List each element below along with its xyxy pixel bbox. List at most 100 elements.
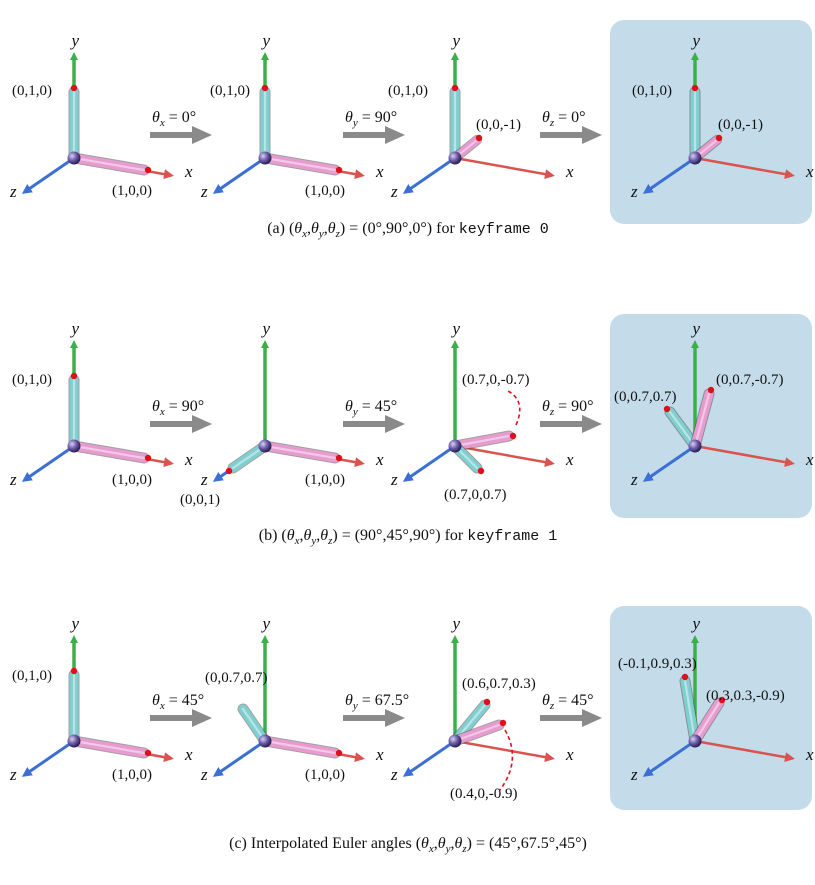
operation-arrow <box>343 709 405 727</box>
origin-ball <box>688 734 702 748</box>
x-axis <box>694 156 795 180</box>
point-marker <box>451 84 459 92</box>
y-axis-label: y <box>69 614 79 633</box>
x-axis <box>454 739 555 763</box>
axis-frame <box>212 52 365 194</box>
y-axis-label: y <box>450 614 460 633</box>
cylinder-x <box>68 152 150 176</box>
z-axis <box>642 156 696 194</box>
y-axis-label: y <box>690 319 700 338</box>
point-marker <box>261 84 269 92</box>
coordinate-label: (1,0,0) <box>112 472 152 488</box>
coordinate-label: (0,1,0) <box>632 83 672 99</box>
axis-frame <box>212 635 365 777</box>
row-caption: (b) (θx,θy,θz) = (90°,45°,90°) for keyfr… <box>259 527 558 547</box>
coordinate-label: (1,0,0) <box>305 183 345 199</box>
origin-ball <box>67 734 81 748</box>
z-axis-label: z <box>200 470 208 489</box>
coordinate-label: (1,0,0) <box>112 767 152 783</box>
x-axis <box>694 739 795 763</box>
x-axis-label: x <box>184 745 193 764</box>
y-axis-label: y <box>69 31 79 50</box>
origin-ball <box>448 151 462 165</box>
cylinder-a <box>449 430 515 452</box>
z-axis-label: z <box>390 182 398 201</box>
point-marker <box>70 372 78 380</box>
x-axis-label: x <box>184 162 193 181</box>
point-marker <box>509 432 517 440</box>
z-axis <box>21 739 75 777</box>
coordinate-label: (0.7,0,-0.7) <box>462 372 530 388</box>
x-axis-label: x <box>805 450 814 469</box>
z-axis-label: z <box>390 470 398 489</box>
point-marker <box>144 454 152 462</box>
origin-ball <box>688 439 702 453</box>
rotation-angle-label: θz = 45° <box>542 692 594 712</box>
y-axis-label: y <box>260 614 270 633</box>
y-axis-label: y <box>690 31 700 50</box>
operation-arrow <box>343 415 405 433</box>
point-marker <box>475 134 483 142</box>
coordinate-label: (0,0.7,-0.7) <box>716 372 784 388</box>
x-axis <box>454 156 555 180</box>
cylinder-x <box>259 735 341 759</box>
y-axis-label: y <box>690 614 700 633</box>
operation-arrow <box>540 415 602 433</box>
axis-frame <box>402 340 555 482</box>
coordinate-label: (0,1,0) <box>12 372 52 388</box>
coordinate-label: (0,0,-1) <box>718 117 763 133</box>
y-axis-label: y <box>260 319 270 338</box>
point-marker <box>663 405 671 413</box>
coordinate-label: (0.4,0,-0.9) <box>450 786 518 802</box>
z-axis-label: z <box>200 182 208 201</box>
x-axis-label: x <box>565 450 574 469</box>
cylinder-a <box>679 675 701 747</box>
origin-ball <box>448 439 462 453</box>
origin-ball <box>67 439 81 453</box>
axis-frame <box>642 635 795 777</box>
point-marker <box>477 467 485 475</box>
coordinate-label: (1,0,0) <box>305 472 345 488</box>
cylinder-x <box>259 152 341 176</box>
point-marker <box>681 673 689 681</box>
point-marker <box>225 467 233 475</box>
point-marker <box>715 134 723 142</box>
coordinate-label: (1,0,0) <box>305 767 345 783</box>
row-caption: (c) Interpolated Euler angles (θx,θy,θz)… <box>229 835 587 855</box>
origin-ball <box>688 151 702 165</box>
axis-frame <box>402 635 555 777</box>
axis-frame <box>642 52 795 194</box>
coordinate-label: (0,1,0) <box>388 83 428 99</box>
coordinate-label: (-0.1,0.9,0.3) <box>618 656 697 672</box>
cylinder-b <box>689 697 725 747</box>
z-axis <box>21 444 75 482</box>
x-axis-label: x <box>375 745 384 764</box>
axis-frame <box>402 52 555 194</box>
origin-ball <box>258 151 272 165</box>
operation-arrow <box>540 126 602 144</box>
rotation-angle-label: θy = 90° <box>345 109 397 129</box>
rotation-angle-label: θx = 0° <box>152 109 196 129</box>
axis-frame <box>21 52 174 194</box>
z-axis-label: z <box>9 765 17 784</box>
operation-arrow <box>150 126 212 144</box>
x-axis <box>694 444 795 468</box>
y-axis-label: y <box>260 31 270 50</box>
origin-ball <box>67 151 81 165</box>
cylinder-b <box>689 388 715 452</box>
cylinder-x <box>68 735 150 759</box>
point-marker <box>70 667 78 675</box>
rotation-angle-label: θz = 0° <box>542 109 586 129</box>
coordinate-label: (0.7,0,0.7) <box>444 487 507 503</box>
rotation-angle-label: θy = 67.5° <box>345 692 409 712</box>
z-axis <box>642 739 696 777</box>
origin-ball <box>258 734 272 748</box>
coordinate-label: (0,1,0) <box>210 83 250 99</box>
operation-arrow <box>150 709 212 727</box>
operation-arrow <box>540 709 602 727</box>
coordinate-label: (0,0,-1) <box>476 117 521 133</box>
x-axis-label: x <box>375 450 384 469</box>
coordinate-label: (1,0,0) <box>112 183 152 199</box>
result-panel <box>610 20 812 224</box>
